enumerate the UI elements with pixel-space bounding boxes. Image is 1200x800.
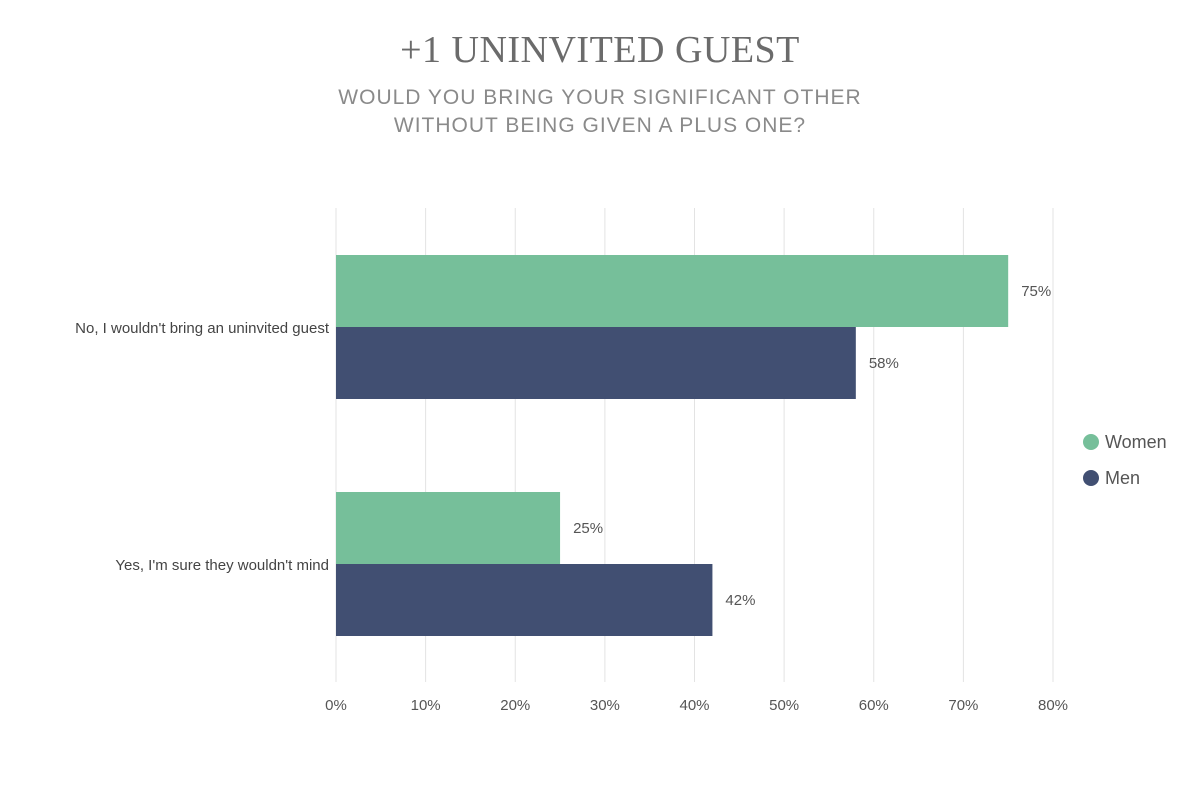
chart-subtitle: WOULD YOU BRING YOUR SIGNIFICANT OTHER W… xyxy=(300,84,900,140)
subtitle-line-2: WITHOUT BEING GIVEN A PLUS ONE? xyxy=(393,114,807,137)
legend-swatch-women xyxy=(1083,434,1099,450)
bar-men-0 xyxy=(336,327,856,399)
legend-swatch-men xyxy=(1083,470,1099,486)
legend: Women Men xyxy=(1083,424,1167,496)
legend-item-men: Men xyxy=(1083,460,1167,496)
legend-item-women: Women xyxy=(1083,424,1167,460)
data-label-men-0: 58% xyxy=(869,355,899,372)
data-label-men-1: 42% xyxy=(725,592,755,609)
category-label-1: Yes, I'm sure they wouldn't mind xyxy=(115,557,329,574)
data-label-women-1: 25% xyxy=(573,520,603,537)
x-tick-label-20: 20% xyxy=(500,697,530,714)
x-tick-label-60: 60% xyxy=(859,697,889,714)
bar-women-1 xyxy=(336,492,561,564)
bar-women-0 xyxy=(336,255,1009,327)
legend-label-women: Women xyxy=(1105,431,1167,452)
chart-title: +1 UNINVITED GUEST xyxy=(400,29,800,71)
x-tick-label-40: 40% xyxy=(679,697,709,714)
x-tick-label-30: 30% xyxy=(590,697,620,714)
x-tick-label-80: 80% xyxy=(1038,697,1068,714)
x-tick-label-0: 0% xyxy=(325,697,347,714)
subtitle-line-1: WOULD YOU BRING YOUR SIGNIFICANT OTHER xyxy=(338,86,862,109)
data-label-women-0: 75% xyxy=(1021,283,1051,300)
category-label-0: No, I wouldn't bring an uninvited guest xyxy=(75,320,330,337)
x-tick-label-10: 10% xyxy=(411,697,441,714)
legend-label-men: Men xyxy=(1105,467,1141,488)
x-tick-label-50: 50% xyxy=(769,697,799,714)
x-tick-label-70: 70% xyxy=(948,697,978,714)
bar-men-1 xyxy=(336,564,713,636)
